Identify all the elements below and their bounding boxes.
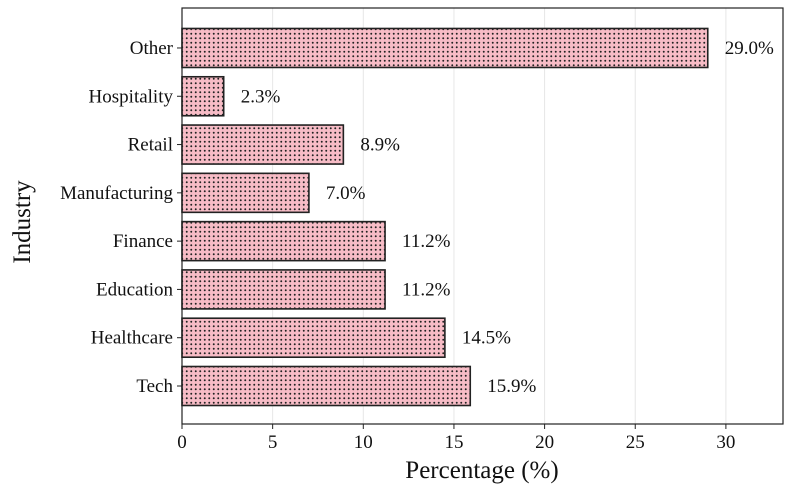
data-label: 11.2% <box>402 231 451 252</box>
y-tick-label: Finance <box>113 231 173 252</box>
x-tick-label: 20 <box>535 432 554 453</box>
x-tick-label: 15 <box>444 432 463 453</box>
plot-border <box>181 7 784 425</box>
x-tick-label: 5 <box>268 432 278 453</box>
grid-lines <box>181 8 727 424</box>
y-tick-label: Hospitality <box>89 86 174 107</box>
data-label: 11.2% <box>402 279 451 300</box>
data-label: 15.9% <box>487 376 536 397</box>
bar <box>181 269 386 310</box>
data-label: 7.0% <box>326 183 366 204</box>
y-tick-label: Manufacturing <box>60 183 173 204</box>
bar <box>181 75 225 117</box>
y-tick-label: Other <box>130 38 174 59</box>
data-label: 29.0% <box>725 38 774 59</box>
y-tick-label: Healthcare <box>91 328 173 349</box>
bars <box>181 27 709 407</box>
bar <box>181 317 446 359</box>
data-label: 14.5% <box>462 328 511 349</box>
x-axis-title: Percentage (%) <box>405 457 558 484</box>
data-label: 8.9% <box>360 135 400 156</box>
x-tick-label: 30 <box>716 432 735 453</box>
y-axis: Tech Healthcare Education Finance Manufactur… <box>60 38 182 397</box>
bar <box>181 220 386 262</box>
y-axis-title: Industry <box>9 180 36 264</box>
bar <box>181 27 709 69</box>
y-tick-label: Retail <box>128 135 173 156</box>
x-tick-label: 0 <box>177 432 187 453</box>
data-label: 2.3% <box>241 86 281 107</box>
bar <box>181 172 310 214</box>
data-labels: 15.9% 14.5% 11.2% 11.2% 7.0% 8.9% 2.3% 29.0% <box>241 38 774 397</box>
y-tick-label: Tech <box>136 376 173 397</box>
bar <box>181 365 472 407</box>
x-tick-label: 25 <box>626 432 645 453</box>
y-tick-label: Education <box>96 279 174 300</box>
x-axis: 0 5 10 15 20 25 30 <box>177 424 735 453</box>
x-tick-label: 10 <box>354 432 373 453</box>
bar <box>181 124 345 165</box>
